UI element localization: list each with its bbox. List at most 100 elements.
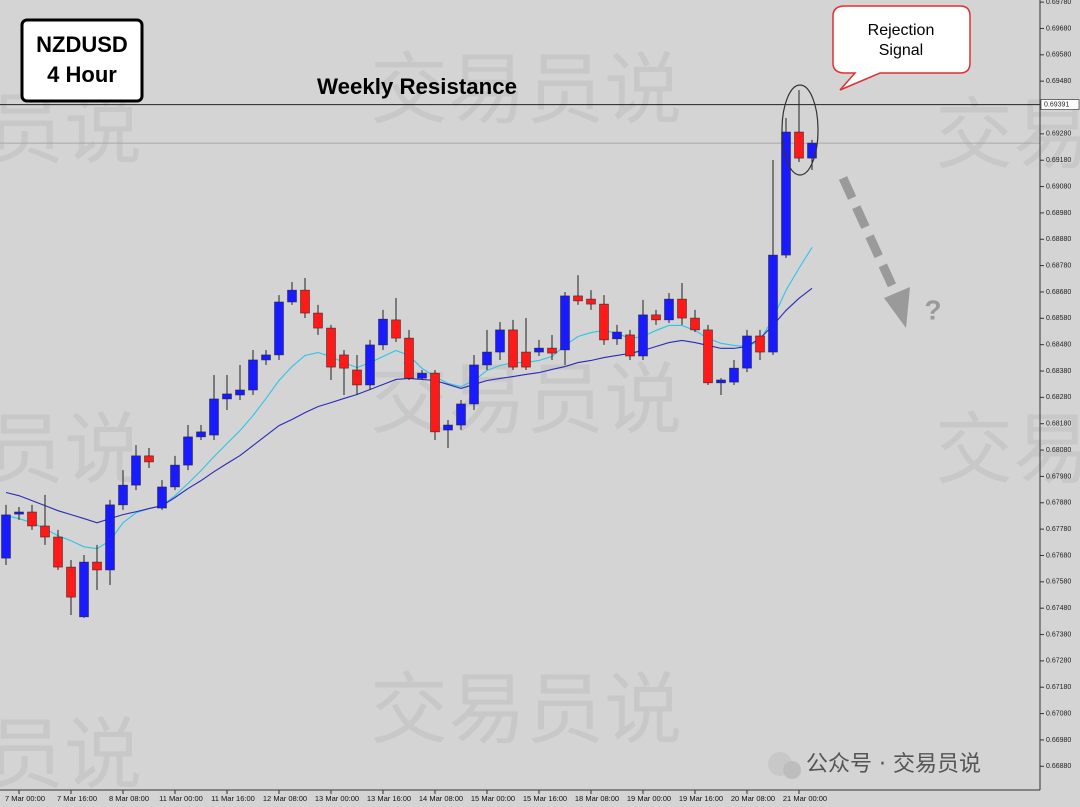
candle-body — [586, 298, 596, 305]
watermark: 交易员说 — [0, 710, 142, 800]
candle-body — [521, 351, 531, 368]
candle-body — [690, 317, 700, 331]
callout-text: Rejection — [868, 22, 935, 39]
candle-body — [430, 372, 440, 433]
wechat-icon — [783, 761, 801, 779]
candle-body — [183, 436, 193, 466]
candle-body — [391, 319, 401, 339]
candle-body — [118, 484, 128, 506]
candle-body — [560, 295, 570, 351]
chart-subtitle: 4 Hour — [47, 62, 117, 87]
candle-body — [53, 536, 63, 568]
candle-body — [664, 298, 674, 321]
x-tick-label: 8 Mar 08:00 — [109, 794, 149, 803]
callout-text: Signal — [879, 42, 923, 59]
y-tick-label: 0.69180 — [1046, 157, 1071, 164]
arrow-shaft — [838, 176, 900, 294]
y-tick-label: 0.67280 — [1046, 658, 1071, 665]
y-tick-label: 0.68680 — [1046, 289, 1071, 296]
candle-body — [495, 329, 505, 353]
y-tick-label: 0.67980 — [1046, 473, 1071, 480]
candle-body — [79, 561, 89, 618]
candle-body — [794, 131, 804, 159]
candle-body — [209, 398, 219, 436]
x-tick-label: 20 Mar 08:00 — [731, 794, 775, 803]
candle-body — [781, 131, 791, 256]
candle-body — [274, 301, 284, 356]
axes: 0.697800.696800.695800.694800.693800.692… — [5, 0, 1080, 803]
y-tick-label: 0.67180 — [1046, 684, 1071, 691]
arrow-head — [884, 287, 910, 328]
candle-body — [716, 379, 726, 384]
x-tick-label: 7 Mar 00:00 — [5, 794, 45, 803]
x-tick-label: 14 Mar 08:00 — [419, 794, 463, 803]
y-tick-label: 0.68980 — [1046, 210, 1071, 217]
title-box — [20, 18, 144, 103]
chart-title: NZDUSD — [36, 32, 128, 57]
y-tick-label: 0.67780 — [1046, 526, 1071, 533]
y-tick-label: 0.69780 — [1046, 0, 1071, 6]
candle-body — [222, 393, 232, 400]
candle-body — [638, 314, 648, 357]
candle-body — [131, 455, 141, 486]
candle-body — [27, 511, 37, 527]
footer-label: 公众号 · 交易员说 — [806, 752, 981, 777]
candle-body — [742, 335, 752, 369]
y-tick-label: 0.68180 — [1046, 421, 1071, 428]
candle-body — [352, 369, 362, 386]
candle-body — [170, 464, 180, 488]
candle-body — [66, 566, 76, 598]
candle-body — [599, 303, 609, 341]
candle-body — [469, 364, 479, 405]
candle-body — [300, 289, 310, 314]
rejection-ellipse — [781, 84, 819, 176]
x-tick-label: 13 Mar 16:00 — [367, 794, 411, 803]
y-tick-label: 0.68880 — [1046, 236, 1071, 243]
candle-body — [1, 514, 11, 559]
y-tick-label: 0.66980 — [1046, 737, 1071, 744]
candle-body — [482, 351, 492, 366]
candle-body — [404, 337, 414, 379]
y-tick-label: 0.67480 — [1046, 605, 1071, 612]
candle-body — [40, 525, 50, 538]
candle-body — [625, 334, 635, 357]
y-tick-label: 0.67380 — [1046, 631, 1071, 638]
candle-body — [651, 314, 661, 321]
candle-body — [196, 431, 206, 438]
candle-body — [534, 347, 544, 353]
candle-body — [755, 335, 765, 353]
candle-body — [508, 329, 518, 368]
y-tick-label: 0.68580 — [1046, 315, 1071, 322]
candle-body — [573, 295, 583, 302]
candle-body — [339, 354, 349, 369]
x-tick-label: 19 Mar 16:00 — [679, 794, 723, 803]
x-tick-label: 11 Mar 16:00 — [211, 794, 255, 803]
candle-body — [365, 344, 375, 386]
y-tick-label: 0.69480 — [1046, 78, 1071, 85]
resistance-price-box — [1040, 99, 1080, 110]
candle-body — [456, 403, 466, 426]
x-tick-label: 19 Mar 00:00 — [627, 794, 671, 803]
candle-body — [378, 318, 388, 346]
y-tick-label: 0.69580 — [1046, 52, 1071, 59]
candle-body — [313, 312, 323, 329]
candle-body — [768, 254, 778, 353]
x-tick-label: 12 Mar 08:00 — [263, 794, 307, 803]
y-tick-label: 0.68480 — [1046, 342, 1071, 349]
y-tick-label: 0.68280 — [1046, 394, 1071, 401]
candle-body — [417, 372, 427, 379]
y-tick-label: 0.67080 — [1046, 710, 1071, 717]
candle-body — [105, 504, 115, 571]
candle-body — [235, 389, 245, 396]
y-tick-label: 0.69680 — [1046, 25, 1071, 32]
candle-body — [157, 486, 167, 509]
y-tick-label: 0.67880 — [1046, 500, 1071, 507]
candle-body — [729, 367, 739, 383]
candle-body — [326, 327, 336, 368]
watermark: 交易员说 — [370, 45, 682, 135]
question-mark: ? — [924, 294, 941, 325]
y-tick-label: 0.68080 — [1046, 447, 1071, 454]
y-tick-label: 0.66880 — [1046, 763, 1071, 770]
candle-body — [703, 329, 713, 384]
candle-body — [287, 289, 297, 303]
